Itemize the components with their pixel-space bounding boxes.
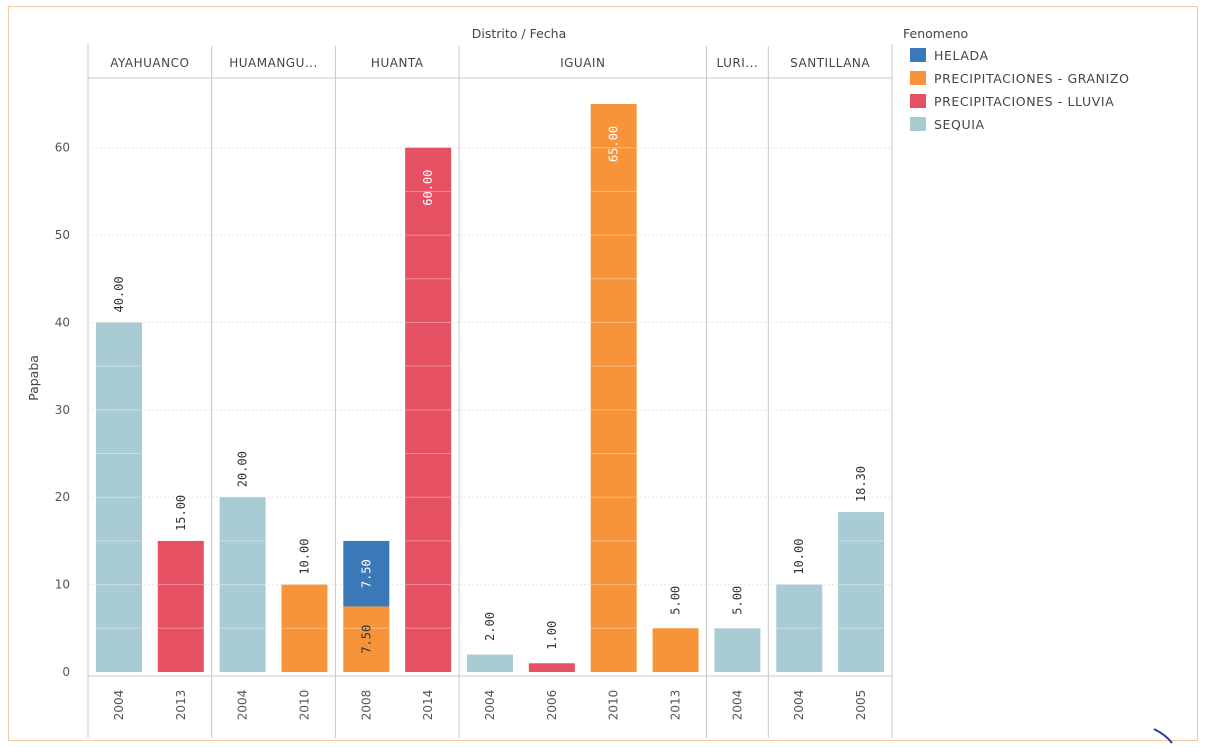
group-label: AYAHUANCO bbox=[110, 56, 189, 70]
tick-layer: 0 10 20 30 40 50 60 2004 2013 2004 2010 2008 2014 200… bbox=[55, 141, 868, 721]
x-tick-label: 2006 bbox=[545, 690, 559, 721]
group-label: IGUAIN bbox=[560, 56, 605, 70]
legend-label-granizo[interactable]: PRECIPITACIONES - GRANIZO bbox=[934, 71, 1130, 86]
bar-segment-sequia[interactable] bbox=[776, 584, 823, 672]
data-label: 20.00 bbox=[236, 451, 250, 487]
x-tick-label: 2004 bbox=[730, 690, 744, 721]
x-tick-label: 2010 bbox=[297, 690, 311, 721]
legend-title: Fenomeno bbox=[903, 26, 968, 41]
legend: Fenomeno HELADA PRECIPITACIONES - GRANIZO… bbox=[903, 26, 1130, 132]
legend-swatch-helada[interactable] bbox=[910, 48, 926, 62]
data-label: 40.00 bbox=[112, 276, 126, 312]
x-tick-label: 2010 bbox=[607, 690, 621, 721]
x-tick-label: 2004 bbox=[236, 690, 250, 721]
bar-segment-sequia[interactable] bbox=[714, 628, 761, 672]
group-label: HUAMANGU... bbox=[229, 56, 318, 70]
x-tick-label: 2013 bbox=[669, 690, 683, 721]
data-label: 1.00 bbox=[545, 621, 559, 650]
bar-segment-lluvia[interactable] bbox=[528, 663, 575, 672]
pen-mark bbox=[1153, 728, 1173, 744]
y-tick-label: 40 bbox=[55, 315, 70, 329]
legend-label-lluvia[interactable]: PRECIPITACIONES - LLUVIA bbox=[934, 94, 1114, 109]
bar-segment-granizo[interactable] bbox=[652, 628, 699, 672]
data-label: 7.50 bbox=[359, 559, 373, 588]
bar-segment-sequia[interactable] bbox=[467, 654, 513, 672]
data-label: 5.00 bbox=[730, 586, 744, 615]
data-label: 15.00 bbox=[174, 495, 188, 531]
y-tick-label: 20 bbox=[55, 490, 70, 504]
y-tick-label: 10 bbox=[55, 578, 70, 592]
y-axis-label: Papaba bbox=[26, 355, 41, 401]
x-tick-label: 2013 bbox=[174, 690, 188, 721]
bar-segment-granizo[interactable] bbox=[281, 584, 328, 672]
data-label: 5.00 bbox=[669, 586, 683, 615]
legend-swatch-lluvia[interactable] bbox=[910, 94, 926, 108]
group-label: SANTILLANA bbox=[790, 56, 870, 70]
chart-title: Distrito / Fecha bbox=[472, 26, 566, 41]
legend-swatch-granizo[interactable] bbox=[910, 71, 926, 85]
y-tick-label: 0 bbox=[62, 665, 70, 679]
group-label: HUANTA bbox=[371, 56, 424, 70]
x-tick-label: 2004 bbox=[792, 690, 806, 721]
bar-segment-sequia[interactable] bbox=[838, 512, 885, 672]
bar-segment-lluvia[interactable] bbox=[405, 147, 452, 672]
y-tick-label: 50 bbox=[55, 228, 70, 242]
x-tick-label: 2005 bbox=[854, 690, 868, 721]
data-label: 65.00 bbox=[607, 126, 621, 162]
chart-frame bbox=[8, 6, 1198, 741]
bar-segment-lluvia[interactable] bbox=[157, 540, 204, 672]
bar-segment-granizo[interactable] bbox=[590, 104, 637, 672]
data-label: 18.30 bbox=[854, 466, 868, 502]
data-label: 60.00 bbox=[421, 170, 435, 206]
x-tick-label: 2004 bbox=[112, 690, 126, 721]
data-label: 2.00 bbox=[483, 612, 497, 641]
bar-segment-granizo[interactable] bbox=[343, 606, 390, 672]
bar-segment-sequia[interactable] bbox=[219, 497, 266, 672]
data-label: 10.00 bbox=[792, 539, 806, 575]
bar-segment-helada[interactable] bbox=[343, 540, 390, 607]
y-tick-label: 60 bbox=[55, 141, 70, 155]
x-tick-label: 2004 bbox=[483, 690, 497, 721]
bar-segment-sequia[interactable] bbox=[95, 322, 142, 672]
data-label: 7.50 bbox=[359, 625, 373, 654]
bars-layer: 40.00 15.00 20.00 10.00 7.50 7.50 60.00 2.00 1.0… bbox=[95, 104, 885, 672]
y-tick-label: 30 bbox=[55, 403, 70, 417]
legend-swatch-sequia[interactable] bbox=[910, 117, 926, 131]
group-header-layer: AYAHUANCO HUAMANGU... HUANTA IGUAIN LURI... S… bbox=[110, 46, 870, 738]
group-label: LURI... bbox=[717, 56, 759, 70]
legend-label-sequia[interactable]: SEQUIA bbox=[934, 117, 985, 132]
x-tick-label: 2008 bbox=[359, 690, 373, 721]
data-label: 10.00 bbox=[297, 539, 311, 575]
x-tick-label: 2014 bbox=[421, 690, 435, 721]
legend-label-helada[interactable]: HELADA bbox=[934, 48, 989, 63]
